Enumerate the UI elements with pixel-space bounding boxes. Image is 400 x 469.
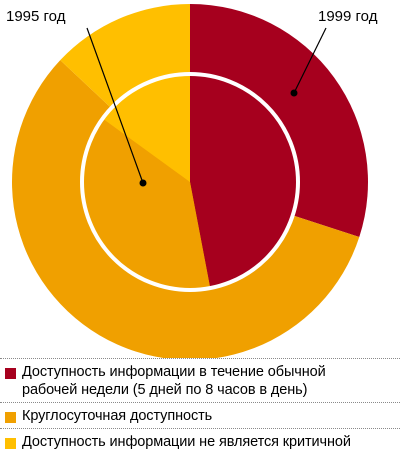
legend-swatch-work-hours xyxy=(5,368,16,379)
nested-donut-chart: 1995 год 1999 год xyxy=(6,4,378,358)
leader-1999-dot xyxy=(290,89,298,97)
legend-swatch-round-the-clock xyxy=(5,412,16,423)
leader-1995-line xyxy=(86,27,144,184)
inner-slice-round-the-clock xyxy=(82,118,211,290)
leader-1995-dot xyxy=(139,179,147,187)
legend-item-round-the-clock: Круглосуточная доступность xyxy=(0,402,400,428)
inner-slice-work-hours xyxy=(190,74,299,289)
legend-label-work-hours-line1: Доступность информации в течение обычной xyxy=(22,364,326,380)
legend-swatch-not-critical xyxy=(5,438,16,449)
legend-label-not-critical: Доступность информации не является крити… xyxy=(22,434,351,450)
label-1999: 1999 год xyxy=(318,8,378,25)
leader-1999-line xyxy=(293,27,327,94)
inner-ring-1995 xyxy=(82,74,299,290)
inner-slice-not-critical xyxy=(102,74,190,182)
leader-lines xyxy=(86,27,327,187)
legend-item-not-critical: Доступность информации не является крити… xyxy=(0,428,400,454)
label-1995: 1995 год xyxy=(6,8,66,25)
ring-separator xyxy=(80,72,300,292)
legend: Доступность информации в течение обычной… xyxy=(0,358,400,454)
legend-item-work-hours: Доступность информации в течение обычной… xyxy=(0,358,400,402)
legend-label-round-the-clock: Круглосуточная доступность xyxy=(22,408,213,424)
legend-label-work-hours-line2: рабочей недели (5 дней по 8 часов в день… xyxy=(22,382,308,398)
